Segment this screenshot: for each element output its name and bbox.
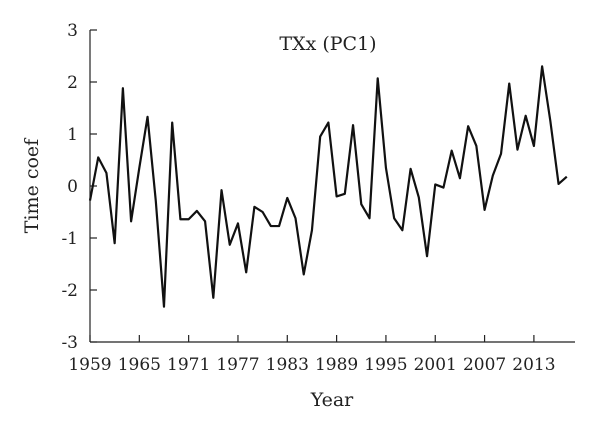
y-tick-label: 0	[67, 177, 78, 197]
x-tick-label: 1983	[266, 355, 309, 375]
y-tick-label: 1	[67, 125, 78, 145]
x-tick-label: 2001	[414, 355, 457, 375]
x-tick-label: 1959	[68, 355, 111, 375]
chart-title: TXx (PC1)	[279, 33, 376, 55]
y-tick-label: 3	[67, 21, 78, 41]
x-tick-label: 1989	[315, 355, 358, 375]
x-tick-label: 2013	[512, 355, 555, 375]
y-tick-label: -2	[61, 281, 78, 301]
y-tick-label: 2	[67, 73, 78, 93]
x-axis-ticks: 1959 1965 1971 1977 1983 1989 1995 2001 2007 2013	[68, 335, 556, 375]
x-tick-label: 1995	[364, 355, 407, 375]
y-tick-label: -1	[61, 229, 78, 249]
x-tick-label: 2007	[463, 355, 506, 375]
y-axis-title: Time coef	[21, 137, 43, 233]
y-tick-label: -3	[61, 333, 78, 353]
x-tick-label: 1977	[216, 355, 259, 375]
y-axis-ticks: 3 2 1 0 -1 -2 -3	[61, 21, 97, 353]
series-line	[88, 65, 568, 308]
x-axis-title: Year	[310, 389, 354, 411]
x-tick-label: 1965	[118, 355, 161, 375]
x-tick-label: 1971	[167, 355, 210, 375]
